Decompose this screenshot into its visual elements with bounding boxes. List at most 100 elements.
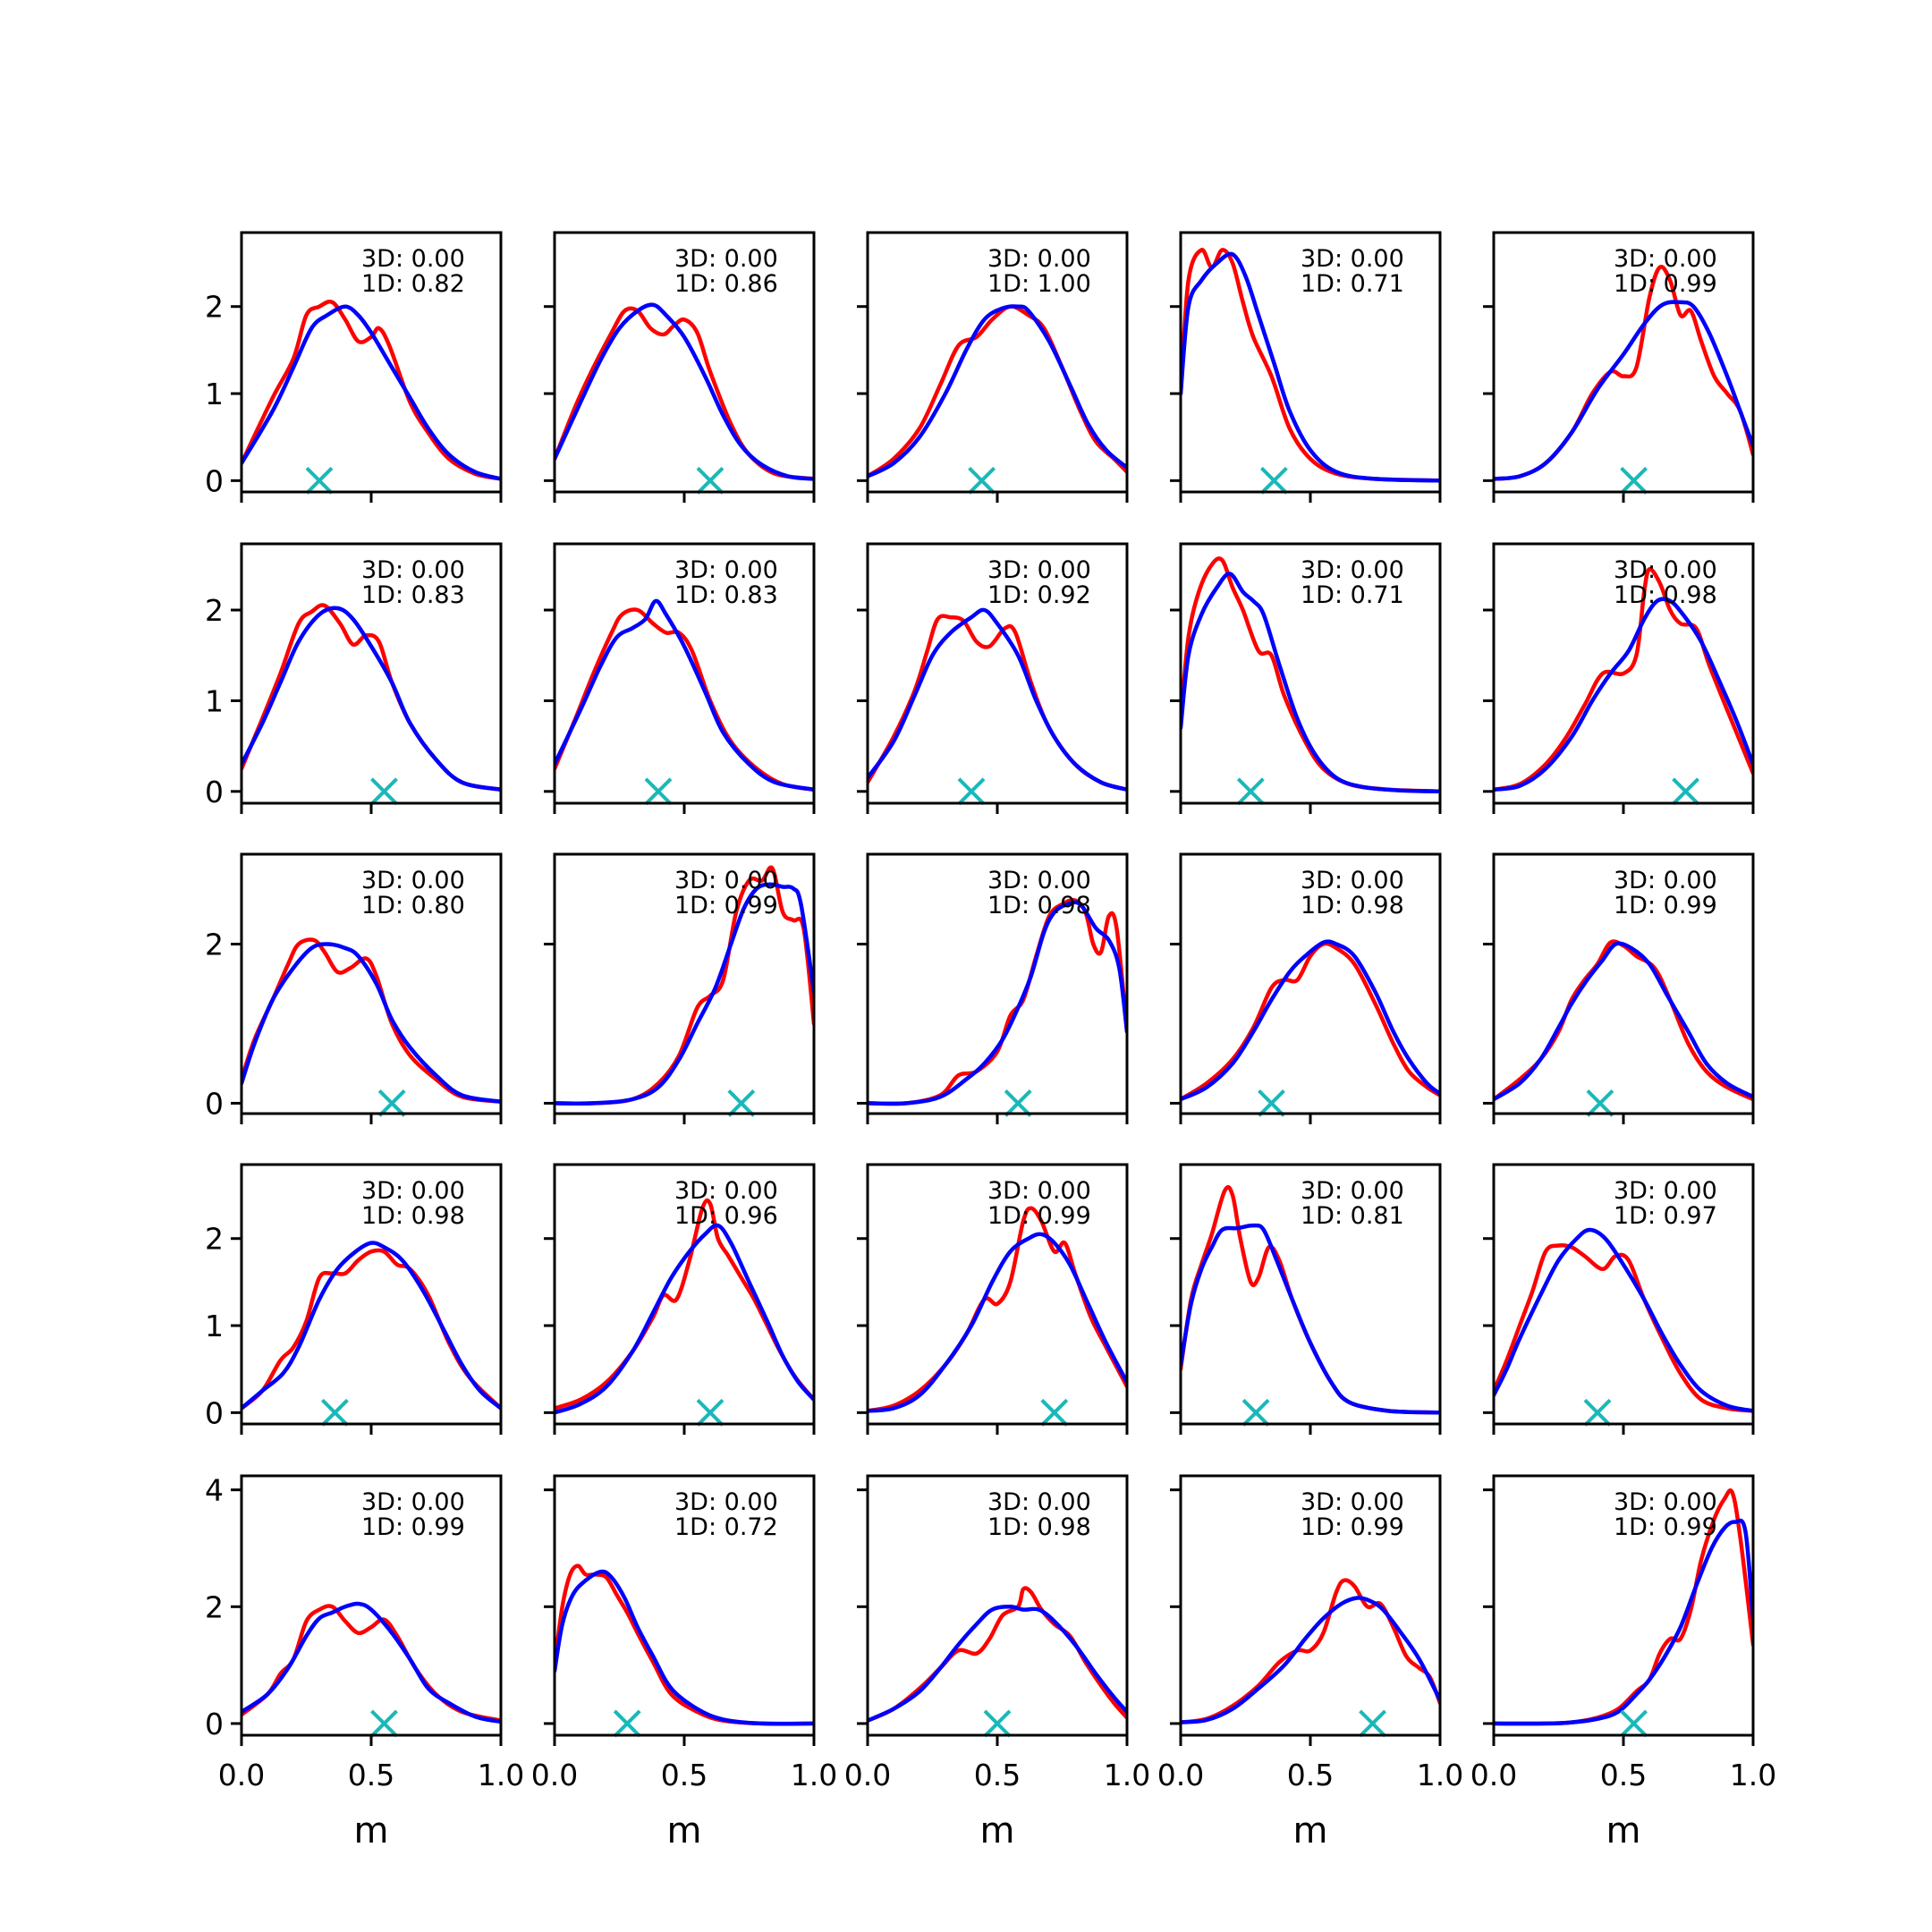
subplot-frame [1492,1474,1755,1737]
blue-series-line [1494,597,1753,792]
annotation-1d: 1D: 0.82 [361,270,465,298]
annotation-3d: 3D: 0.00 [1301,245,1404,273]
x-marker-stroke [957,777,986,806]
red-series-line [1494,1242,1753,1413]
x-marker [1004,1089,1032,1117]
blue-series-line [1494,941,1753,1102]
annotation-3d: 3D: 0.00 [1301,867,1404,894]
x-tick-label: 0.5 [661,1758,708,1792]
red-series-line [868,1206,1127,1413]
x-marker-stroke [377,1089,406,1117]
red-series-line [242,1604,501,1723]
blue-series-line [1494,1227,1753,1413]
subplot-frame [866,1474,1129,1737]
x-marker-stroke [1583,1398,1612,1427]
annotation-1d: 1D: 0.83 [361,581,465,609]
annotation-1d: 1D: 0.99 [1301,1513,1404,1541]
y-tick-label: 2 [205,928,224,962]
blue-series-line [1181,251,1440,483]
annotation-3d: 3D: 0.00 [987,867,1091,894]
blue-series-line [868,900,1127,1106]
annotation-1d: 1D: 0.99 [1614,892,1717,919]
x-axis-label: m [667,1810,702,1852]
annotation-3d: 3D: 0.00 [1614,867,1717,894]
y-tick-label: 0 [205,463,224,498]
x-marker-stroke [1040,1398,1069,1427]
blue-series-line [555,1569,814,1726]
annotation-3d: 3D: 0.00 [987,1488,1091,1516]
subplot-frame [1492,542,1755,805]
x-tick-label: 1.0 [1417,1758,1463,1792]
x-tick-label: 0.5 [1600,1758,1647,1792]
blue-series-line [242,606,501,792]
blue-series-line [555,598,814,792]
annotation-1d: 1D: 0.92 [987,581,1091,609]
x-marker [983,1709,1012,1738]
x-axis-label: m [1293,1810,1328,1852]
x-tick-label: 0.5 [974,1758,1021,1792]
subplot-frame [866,1163,1129,1426]
annotation-3d: 3D: 0.00 [987,245,1091,273]
red-series-line [1494,939,1753,1102]
annotation-1d: 1D: 1.00 [987,270,1091,298]
y-tick-label: 0 [205,775,224,809]
red-series-line [242,603,501,792]
subplot-frame [240,542,503,805]
blue-series-line [1181,1596,1440,1724]
subplot-frame [1179,852,1442,1115]
subplot-frame [1179,542,1442,805]
annotation-3d: 3D: 0.00 [674,1488,778,1516]
x-tick-label: 0.0 [531,1758,578,1792]
red-series-line [555,865,814,1106]
blue-series-line [242,1241,501,1411]
red-series-line [1181,1578,1440,1724]
subplot-frame [1492,1163,1755,1426]
x-tick-label: 0.0 [844,1758,891,1792]
x-marker [613,1709,641,1738]
blue-series-line [555,882,814,1106]
blue-series-line [555,302,814,481]
subplot-frame [553,852,816,1115]
annotation-1d: 1D: 0.99 [674,892,778,919]
annotation-3d: 3D: 0.00 [1301,1177,1404,1205]
x-marker-stroke [305,466,334,495]
annotation-3d: 3D: 0.00 [674,245,778,273]
x-marker [1620,466,1648,495]
annotation-3d: 3D: 0.00 [674,556,778,584]
x-marker-stroke [1004,1089,1032,1117]
annotation-3d: 3D: 0.00 [1301,556,1404,584]
x-marker-stroke [1258,1089,1285,1117]
y-tick-label: 4 [205,1473,224,1508]
x-marker-stroke [727,1089,756,1117]
x-marker [968,466,996,495]
y-tick-label: 0 [205,1395,224,1430]
subplot-frame [866,231,1129,494]
subplot-frame [553,1163,816,1426]
x-tick-label: 1.0 [1104,1758,1150,1792]
x-tick-label: 1.0 [791,1758,837,1792]
x-marker-stroke [1672,777,1700,806]
x-marker-stroke [1259,466,1288,495]
y-tick-label: 0 [205,1707,224,1741]
x-marker [377,1089,406,1117]
annotation-1d: 1D: 0.86 [674,270,778,298]
annotation-1d: 1D: 0.99 [987,1202,1091,1230]
x-marker-stroke [1586,1089,1614,1117]
x-marker [320,1398,349,1427]
x-tick-label: 0.0 [218,1758,265,1792]
red-series-line [242,300,501,481]
annotation-3d: 3D: 0.00 [987,1177,1091,1205]
subplot-frame [553,542,816,805]
x-marker-stroke [644,777,673,806]
x-marker [1040,1398,1069,1427]
annotation-3d: 3D: 0.00 [1614,1177,1717,1205]
x-tick-label: 0.5 [1287,1758,1334,1792]
subplot-frame [1179,231,1442,494]
